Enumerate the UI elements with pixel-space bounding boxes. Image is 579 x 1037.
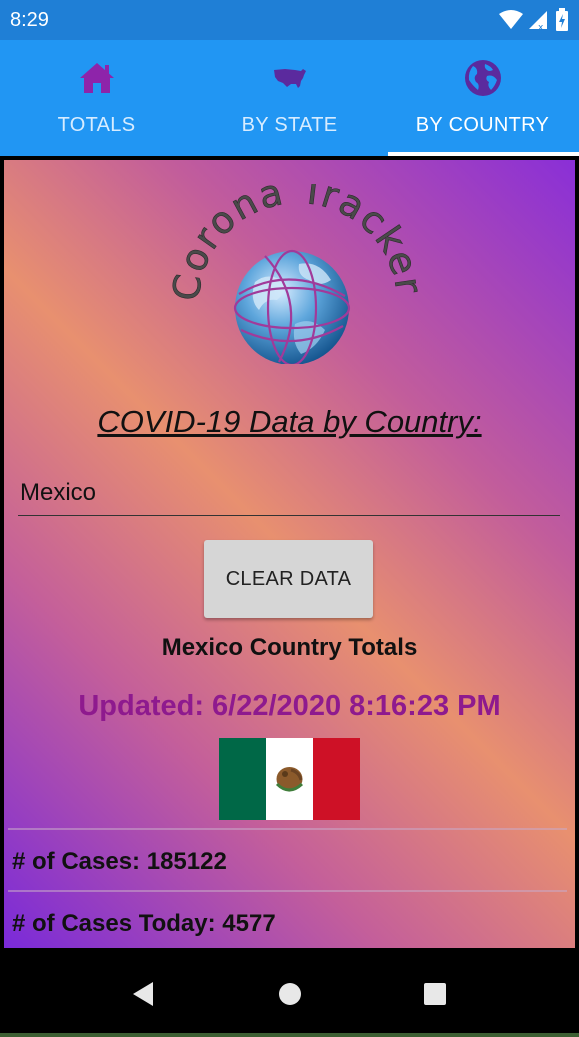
tab-by-state-label: BY STATE [241,114,338,136]
page-heading: COVID-19 Data by Country: [97,404,482,439]
home-circle-icon[interactable] [278,982,302,1006]
stats-divider [8,828,567,830]
stats-divider [8,890,567,892]
content-frame: Corona Tracker COVID-19 Data by Country:… [0,156,579,952]
usa-map-icon [270,58,310,98]
tab-totals-label: TOTALS [57,114,136,136]
cases-today: # of Cases Today: 4577 [12,910,276,937]
home-icon [77,58,117,98]
tab-by-country[interactable]: BY COUNTRY [386,40,579,156]
country-input[interactable] [18,470,560,516]
navigation-bar [0,952,579,1037]
back-icon[interactable] [132,982,156,1006]
cell-signal-icon: x [529,9,549,37]
bottom-strip [0,1033,579,1037]
cases-total: # of Cases: 185122 [12,848,227,875]
status-time: 8:29 [10,8,49,31]
svg-text:x: x [538,23,544,31]
corona-tracker-logo: Corona Tracker [169,184,419,364]
wifi-icon [499,9,523,37]
tab-totals[interactable]: TOTALS [0,40,193,156]
globe-icon [463,58,503,98]
status-bar: 8:29 x [0,0,579,40]
battery-charging-icon [555,8,569,38]
mexico-flag-icon [219,738,360,820]
tab-by-country-label: BY COUNTRY [415,114,550,136]
updated-timestamp: Updated: 6/22/2020 8:16:23 PM [78,690,501,722]
status-icons: x [499,8,569,38]
clear-data-button[interactable]: CLEAR DATA [204,540,373,618]
recents-icon[interactable] [423,982,447,1006]
tab-by-state[interactable]: BY STATE [193,40,386,156]
country-panel: Corona Tracker COVID-19 Data by Country:… [4,160,575,948]
tab-bar: TOTALS BY STATE BY COUNTRY [0,40,579,156]
country-totals-title: Mexico Country Totals [161,634,418,661]
